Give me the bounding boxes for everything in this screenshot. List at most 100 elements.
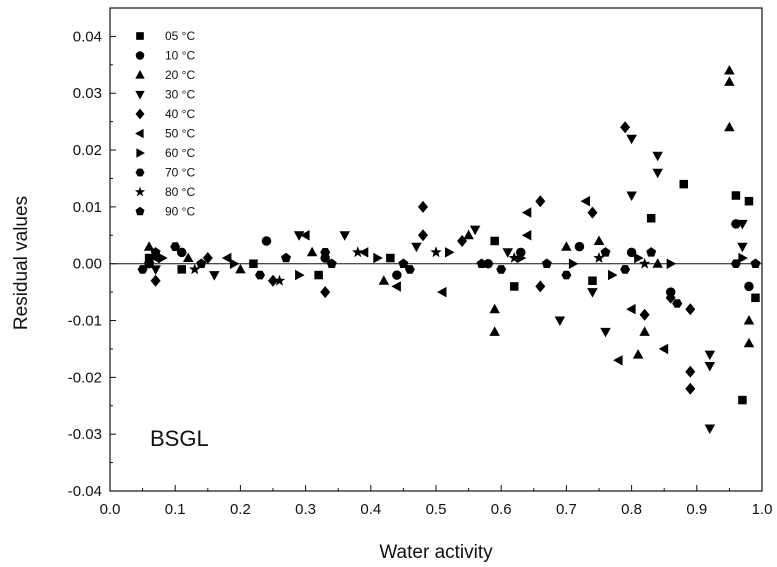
data-point: [743, 337, 755, 348]
data-point: [457, 235, 468, 247]
y-axis-title: Residual values: [11, 196, 32, 330]
y-tick-label: 0.03: [73, 85, 102, 102]
data-point: [137, 265, 148, 274]
data-point: [469, 225, 481, 236]
data-point: [639, 326, 650, 336]
data-point: [750, 258, 761, 268]
data-point: [202, 252, 213, 264]
legend-label: 90 °C: [165, 205, 195, 219]
legend-label: 70 °C: [165, 166, 195, 180]
data-point: [490, 236, 499, 246]
series-4: [150, 121, 696, 395]
legend-label: 05 °C: [165, 29, 195, 43]
series-8: [143, 246, 651, 286]
data-point: [672, 299, 683, 308]
data-point: [535, 195, 546, 208]
data-point: [476, 258, 487, 268]
data-point: [646, 213, 656, 223]
data-point: [580, 195, 590, 207]
legend-marker: [136, 32, 144, 40]
data-point: [613, 355, 623, 366]
data-point: [177, 265, 186, 274]
series-0: [144, 179, 760, 405]
legend-label: 30 °C: [165, 88, 195, 102]
data-point: [731, 191, 741, 200]
data-point: [561, 270, 572, 280]
x-tick-label: 0.3: [295, 501, 316, 518]
data-point: [261, 236, 272, 246]
data-point: [593, 252, 605, 263]
data-point: [685, 303, 696, 316]
y-tick-label: 0.02: [73, 142, 102, 159]
x-tick-label: 0.4: [360, 501, 381, 518]
data-point: [620, 265, 631, 274]
data-point: [150, 247, 161, 257]
legend-label: 60 °C: [165, 146, 195, 160]
legend-marker: [135, 108, 145, 120]
data-point: [704, 424, 716, 434]
data-point: [352, 246, 364, 258]
data-point: [221, 252, 232, 264]
data-point: [358, 247, 369, 258]
data-point: [744, 281, 754, 292]
data-point: [229, 258, 240, 269]
data-point: [281, 252, 291, 263]
x-tick-label: 0.1: [165, 501, 186, 518]
x-tick-label: 1.0: [752, 501, 773, 518]
data-point: [339, 231, 350, 241]
data-point: [386, 253, 395, 263]
series-5: [150, 195, 669, 366]
data-point: [626, 303, 636, 315]
x-tick-label: 0.0: [100, 501, 121, 518]
y-tick-label: -0.04: [68, 483, 102, 500]
data-point: [535, 280, 546, 293]
data-point: [652, 151, 663, 162]
axis-ticks: [109, 35, 763, 492]
data-point: [600, 327, 611, 338]
data-point: [744, 196, 754, 206]
data-point: [724, 121, 735, 132]
data-point: [418, 200, 428, 213]
data-point: [587, 206, 598, 219]
data-point: [483, 258, 493, 269]
data-point: [737, 242, 748, 253]
data-point: [685, 365, 696, 378]
data-point: [392, 270, 402, 280]
series-2: [143, 65, 755, 359]
data-point: [489, 303, 500, 314]
data-point: [463, 229, 474, 240]
data-point: [398, 258, 409, 268]
legend: 05 °C 10 °C 20 °C 30 °C 40 °C 50 °C 60 °C 70 °C…: [134, 29, 195, 219]
y-tick-label: 0.04: [73, 28, 102, 45]
data-point: [704, 362, 716, 372]
legend-marker: [136, 148, 145, 158]
x-tick-label: 0.8: [621, 501, 642, 518]
legend-marker: [134, 186, 146, 197]
data-point: [738, 252, 748, 264]
data-point: [568, 258, 579, 269]
data-point: [574, 241, 585, 252]
data-point: [632, 349, 644, 359]
data-point: [666, 258, 677, 269]
x-tick-label: 0.6: [491, 501, 512, 518]
data-point: [437, 286, 447, 298]
data-point: [391, 281, 401, 292]
series-1: [144, 219, 754, 297]
data-point: [293, 231, 305, 241]
data-point: [326, 258, 337, 268]
x-tick-label: 0.5: [426, 501, 447, 518]
data-point: [255, 270, 265, 280]
data-point: [593, 235, 605, 245]
data-point: [646, 247, 657, 257]
data-point: [404, 265, 415, 274]
data-point: [509, 282, 519, 291]
data-point: [306, 246, 318, 257]
y-tick-label: 0.00: [73, 256, 102, 273]
data-point: [634, 252, 644, 264]
series-3: [150, 134, 748, 434]
data-point: [743, 315, 755, 325]
data-point: [639, 308, 650, 321]
data-point: [665, 291, 676, 304]
series-6: [158, 247, 748, 281]
